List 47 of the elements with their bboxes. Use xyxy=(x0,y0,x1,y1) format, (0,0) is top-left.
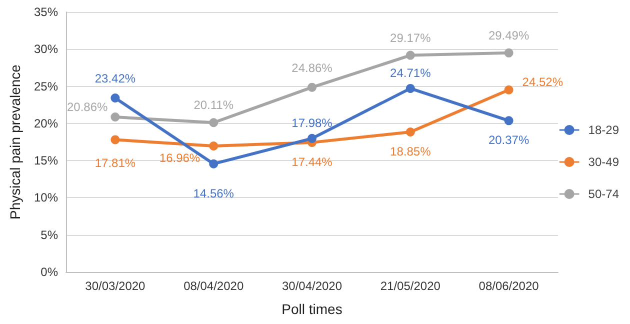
data-label: 24.86% xyxy=(292,60,333,75)
y-tick-label: 15% xyxy=(34,154,58,168)
x-tick-label: 30/03/2020 xyxy=(85,279,146,293)
y-tick-label: 35% xyxy=(34,5,58,19)
point xyxy=(504,85,514,94)
data-label: 24.71% xyxy=(390,66,432,80)
point xyxy=(209,142,218,151)
data-label: 17.44% xyxy=(292,154,333,169)
y-tick-label: 30% xyxy=(34,42,58,56)
y-tick-label: 0% xyxy=(40,265,58,279)
x-tick-label: 21/05/2020 xyxy=(380,279,441,293)
y-tick-label: 25% xyxy=(34,79,58,94)
legend-label: 30-49 xyxy=(588,155,620,169)
data-label: 16.96% xyxy=(159,151,200,166)
x-tick-label: 08/06/2020 xyxy=(478,279,540,293)
legend-label: 50-74 xyxy=(588,187,620,201)
x-tick-label: 30/04/2020 xyxy=(282,279,342,293)
y-axis-title: Physical pain prevalence xyxy=(7,64,23,220)
y-tick-label: 20% xyxy=(34,116,58,130)
x-axis-title: Poll times xyxy=(282,301,342,317)
data-label: 18.85% xyxy=(390,144,432,158)
data-label: 17.81% xyxy=(94,156,136,170)
legend-label: 18-29 xyxy=(588,123,620,137)
data-label: 29.49% xyxy=(488,28,530,42)
point xyxy=(406,127,415,136)
point xyxy=(209,159,218,168)
data-label: 20.86% xyxy=(66,100,108,114)
data-label: 20.11% xyxy=(194,98,234,112)
data-label: 23.42% xyxy=(94,72,136,86)
point xyxy=(110,135,120,144)
point xyxy=(504,116,514,126)
point xyxy=(308,134,316,143)
y-tick-label: 5% xyxy=(40,228,58,242)
data-label: 20.37% xyxy=(488,133,530,148)
y-tick-label: 10% xyxy=(34,190,58,205)
point xyxy=(209,118,218,128)
data-label: 24.52% xyxy=(522,74,564,89)
point xyxy=(110,94,120,103)
point xyxy=(406,50,415,60)
point xyxy=(308,82,316,92)
data-label: 14.56% xyxy=(193,186,234,200)
data-label: 29.17% xyxy=(390,30,432,45)
point xyxy=(504,48,514,58)
data-label: 17.98% xyxy=(292,116,333,130)
point xyxy=(110,112,120,122)
point xyxy=(406,84,415,93)
x-tick-label: 08/04/2020 xyxy=(184,279,244,293)
